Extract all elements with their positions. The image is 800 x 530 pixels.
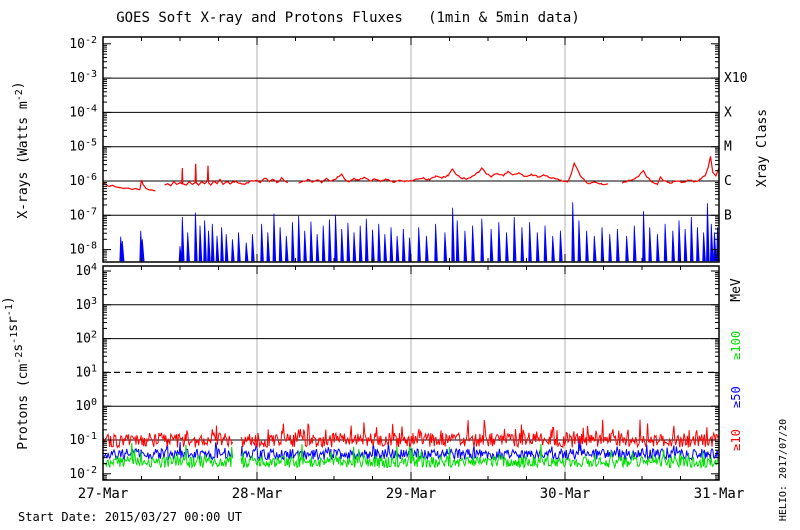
xray-class-label: M (724, 140, 732, 155)
y-tick-label: 102 (75, 330, 97, 347)
protons-ge100-series (102, 442, 720, 470)
x-tick-label: 31-Mar (694, 486, 745, 502)
xray-class-label: X (724, 105, 732, 120)
y-tick-label: 10-1 (69, 431, 97, 448)
proton-energy-label: ≥100 (729, 331, 743, 360)
y-tick-label: 101 (75, 363, 97, 380)
y-tick-label: 10-4 (69, 103, 97, 120)
proton-mev-axis-title: MeV (729, 278, 744, 302)
xray-class-label: X10 (724, 71, 747, 86)
y-tick-label: 10-7 (69, 206, 97, 223)
proton-y-axis-title: Protons (cm-2s-1sr-1) (1, 296, 31, 450)
x-tick-label: 28-Mar (232, 486, 283, 502)
protons-ge50-series (102, 438, 720, 461)
xray-class-axis-title: Xray Class (755, 109, 770, 187)
plot-area: 10-210-310-410-510-610-710-8X10XMCB10410… (69, 35, 747, 502)
proton-energy-label: ≥10 (729, 429, 743, 451)
panel-protons: 104 103 102 101 100 10-1 10-2 ≥100 ≥50 ≥10 (69, 262, 743, 482)
credit-watermark: HELIO: 2017/07/20 (778, 419, 789, 521)
panel-xray: 10-2 10-3 10-4 10-5 10-6 10-7 10-8 X10 X M C B (69, 35, 747, 263)
xray-short-series (119, 202, 720, 262)
y-tick-label: 104 (75, 262, 97, 279)
y-tick-label: 100 (75, 397, 97, 414)
xray-class-label: C (724, 174, 732, 189)
y-tick-label: 10-2 (69, 35, 97, 52)
chart-title: GOES Soft X-ray and Protons Fluxes (1min… (116, 10, 580, 26)
y-tick-label: 10-3 (69, 69, 97, 86)
start-date-label: Start Date: 2015/03/27 00:00 UT (18, 510, 242, 524)
y-tick-label: 103 (75, 296, 97, 313)
xray-long-series (102, 156, 720, 192)
protons-ge10-series (102, 419, 720, 449)
xray-y-axis-title: X-rays (Watts m-2) (11, 81, 31, 218)
y-tick-label: 10-2 (69, 465, 97, 482)
y-tick-label: 10-5 (69, 138, 97, 155)
x-tick-label: 30-Mar (540, 486, 591, 502)
x-tick-label: 29-Mar (386, 486, 437, 502)
y-tick-label: 10-8 (69, 241, 97, 258)
proton-energy-label: ≥50 (729, 386, 743, 408)
x-tick-label: 27-Mar (78, 486, 129, 502)
y-tick-label: 10-6 (69, 172, 97, 189)
xray-class-label: B (724, 208, 732, 223)
